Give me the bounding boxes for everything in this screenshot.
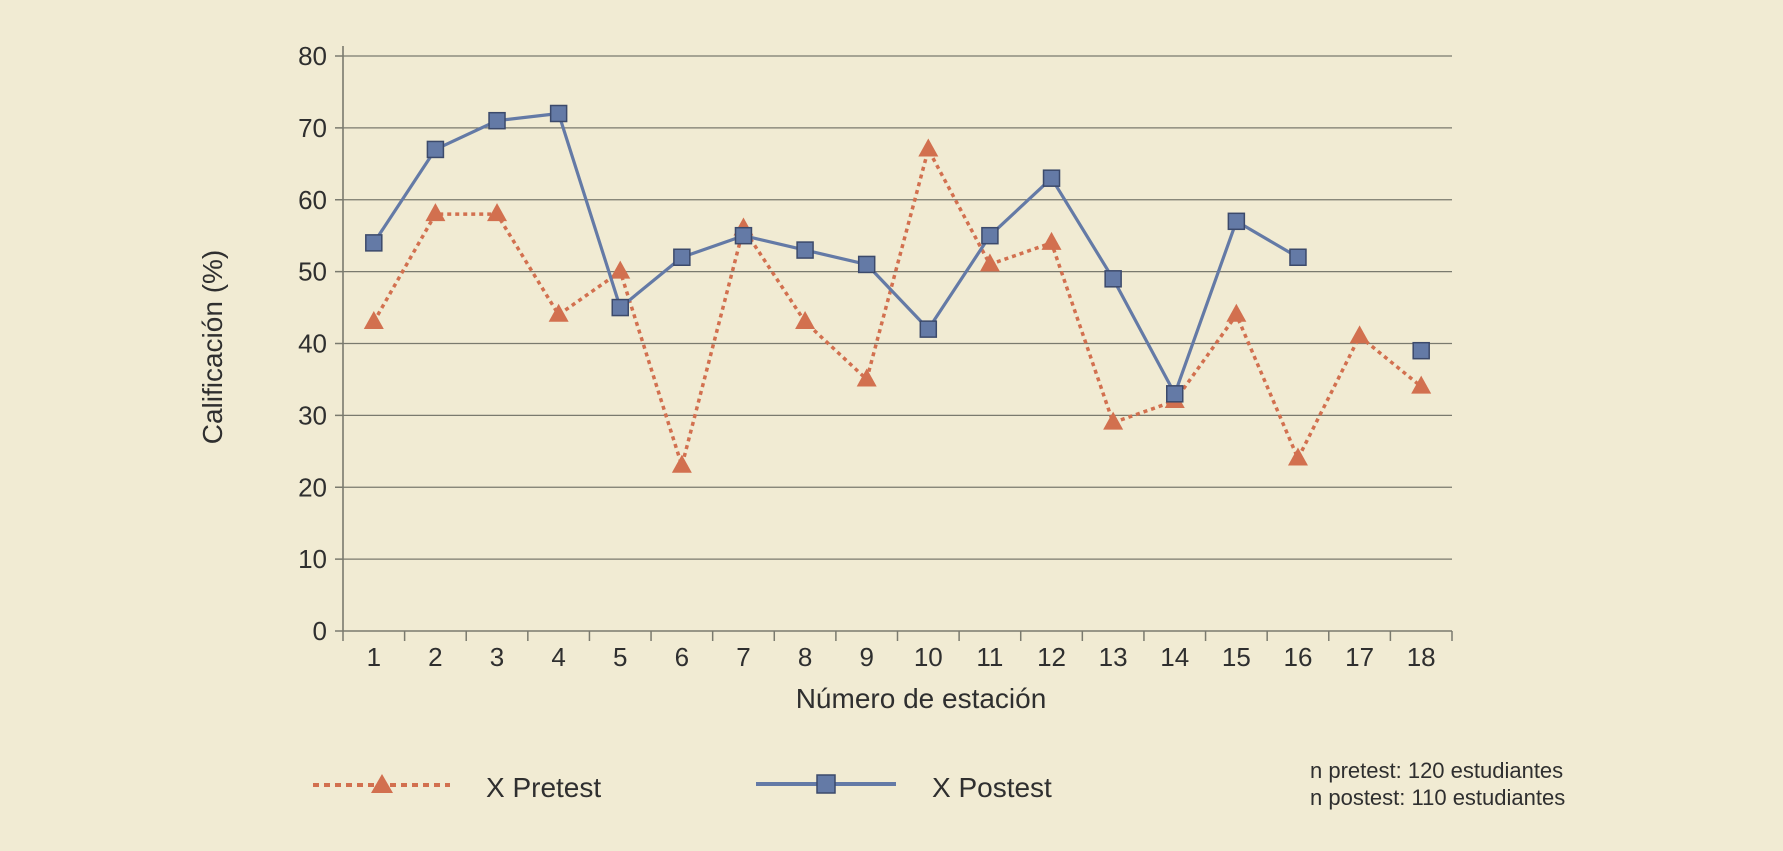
series-line <box>372 111 1299 396</box>
x-tick-label: 15 <box>1222 642 1251 672</box>
postest-point <box>1166 385 1184 403</box>
legend-item-postest: X Postest <box>756 772 1052 803</box>
x-tick-label: 9 <box>859 642 873 672</box>
postest-point <box>796 241 814 259</box>
x-tick-label: 7 <box>736 642 750 672</box>
y-axis-title: Calificación (%) <box>197 250 228 445</box>
pretest-point <box>671 454 692 473</box>
x-tick-label: 11 <box>976 642 1003 672</box>
x-tick-label: 5 <box>613 642 627 672</box>
postest-point <box>673 248 691 266</box>
x-tick-label: 14 <box>1160 642 1189 672</box>
y-tick-label: 0 <box>313 616 327 646</box>
legend: X Pretest X Postest <box>313 772 1052 803</box>
x-tick-label: 10 <box>914 642 943 672</box>
postest-point <box>549 104 568 123</box>
pretest-point <box>1103 411 1124 430</box>
x-tick-label: 4 <box>551 642 565 672</box>
pretest-point <box>548 303 569 322</box>
x-tick-label: 6 <box>675 642 689 672</box>
x-tick-label: 13 <box>1099 642 1128 672</box>
note-postest: n postest: 110 estudiantes <box>1310 785 1565 810</box>
x-tick-label: 18 <box>1407 642 1436 672</box>
x-axis-title: Número de estación <box>796 683 1047 714</box>
legend-item-pretest: X Pretest <box>313 772 601 803</box>
postest-point <box>1227 212 1246 231</box>
pretest-point <box>425 203 446 222</box>
postest-point <box>981 226 999 245</box>
x-tick-label: 8 <box>798 642 812 672</box>
x-tick-labels: 1 2 3 4 5 6 7 8 9 10 11 12 13 14 15 16 17 18 <box>367 642 1436 672</box>
note-pretest: n pretest: 120 estudiantes <box>1310 758 1563 783</box>
legend-postest-label: X Postest <box>932 772 1052 803</box>
x-tick-label: 2 <box>428 642 442 672</box>
postest-point <box>734 226 753 245</box>
pretest-point <box>1349 325 1370 344</box>
y-tick-label: 70 <box>298 113 327 143</box>
postest-point <box>426 140 445 159</box>
x-tick-label: 1 <box>367 642 381 672</box>
y-tick-label: 40 <box>298 329 327 359</box>
y-tick-labels: 0 10 20 30 40 50 60 70 80 <box>298 41 327 646</box>
x-tick-label: 16 <box>1284 642 1313 672</box>
y-tick-label: 10 <box>298 544 327 574</box>
y-tick-label: 20 <box>298 472 327 502</box>
pretest-point <box>795 310 816 329</box>
postest-point <box>611 298 629 317</box>
series <box>363 104 1432 473</box>
pretest-point <box>1226 303 1247 322</box>
postest-point <box>365 234 383 252</box>
series-line <box>372 147 1423 468</box>
legend-pretest-label: X Pretest <box>486 772 601 803</box>
postest-point <box>488 111 506 130</box>
postest-point <box>1104 270 1122 288</box>
y-tick-label: 30 <box>298 400 327 430</box>
pretest-point <box>1287 447 1308 466</box>
series-postest <box>365 104 1430 403</box>
x-tick-label: 3 <box>490 642 504 672</box>
y-tick-label: 80 <box>298 41 327 71</box>
pretest-point <box>487 203 508 222</box>
postest-point <box>1042 169 1061 187</box>
x-tick-label: 12 <box>1037 642 1066 672</box>
pretest-point <box>1411 375 1432 394</box>
postest-point <box>1289 248 1307 266</box>
postest-point <box>857 255 876 274</box>
x-tick-label: 17 <box>1345 642 1374 672</box>
legend-pretest-triangle-icon <box>371 774 393 793</box>
postest-point <box>1412 341 1430 360</box>
sample-size-notes: n pretest: 120 estudiantes n postest: 11… <box>1310 758 1565 810</box>
pretest-point <box>610 260 631 279</box>
pretest-point <box>918 138 939 157</box>
pretest-point <box>979 253 1000 272</box>
gridlines <box>343 55 1452 560</box>
axes <box>335 46 1453 641</box>
y-tick-label: 50 <box>298 257 327 287</box>
pretest-point <box>856 368 877 387</box>
postest-point <box>919 320 938 338</box>
y-tick-label: 60 <box>298 185 327 215</box>
series-pretest <box>363 138 1432 473</box>
legend-postest-square-icon <box>816 774 836 794</box>
pretest-point <box>363 310 384 329</box>
pretest-point <box>1041 231 1062 250</box>
